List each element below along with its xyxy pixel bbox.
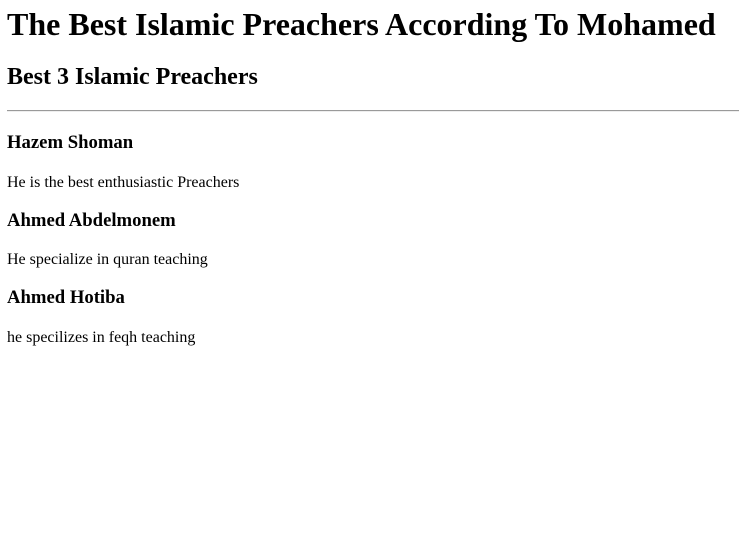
preacher-name-ahmed-abdelmonem: Ahmed Abdelmonem (7, 210, 176, 231)
divider (7, 110, 739, 112)
preacher-name-ahmed-hotiba: Ahmed Hotiba (7, 287, 125, 308)
preacher-description-ahmed-hotiba: he specilizes in feqh teaching (7, 329, 196, 346)
preacher-name-hazem-shoman: Hazem Shoman (7, 132, 134, 153)
page-title: The Best Islamic Preachers According To … (7, 6, 716, 42)
preacher-description-ahmed-abdelmonem: He specialize in quran teaching (7, 251, 208, 268)
preacher-description-hazem-shoman: He is the best enthusiastic Preachers (7, 174, 240, 191)
page-subtitle: Best 3 Islamic Preachers (7, 64, 258, 90)
